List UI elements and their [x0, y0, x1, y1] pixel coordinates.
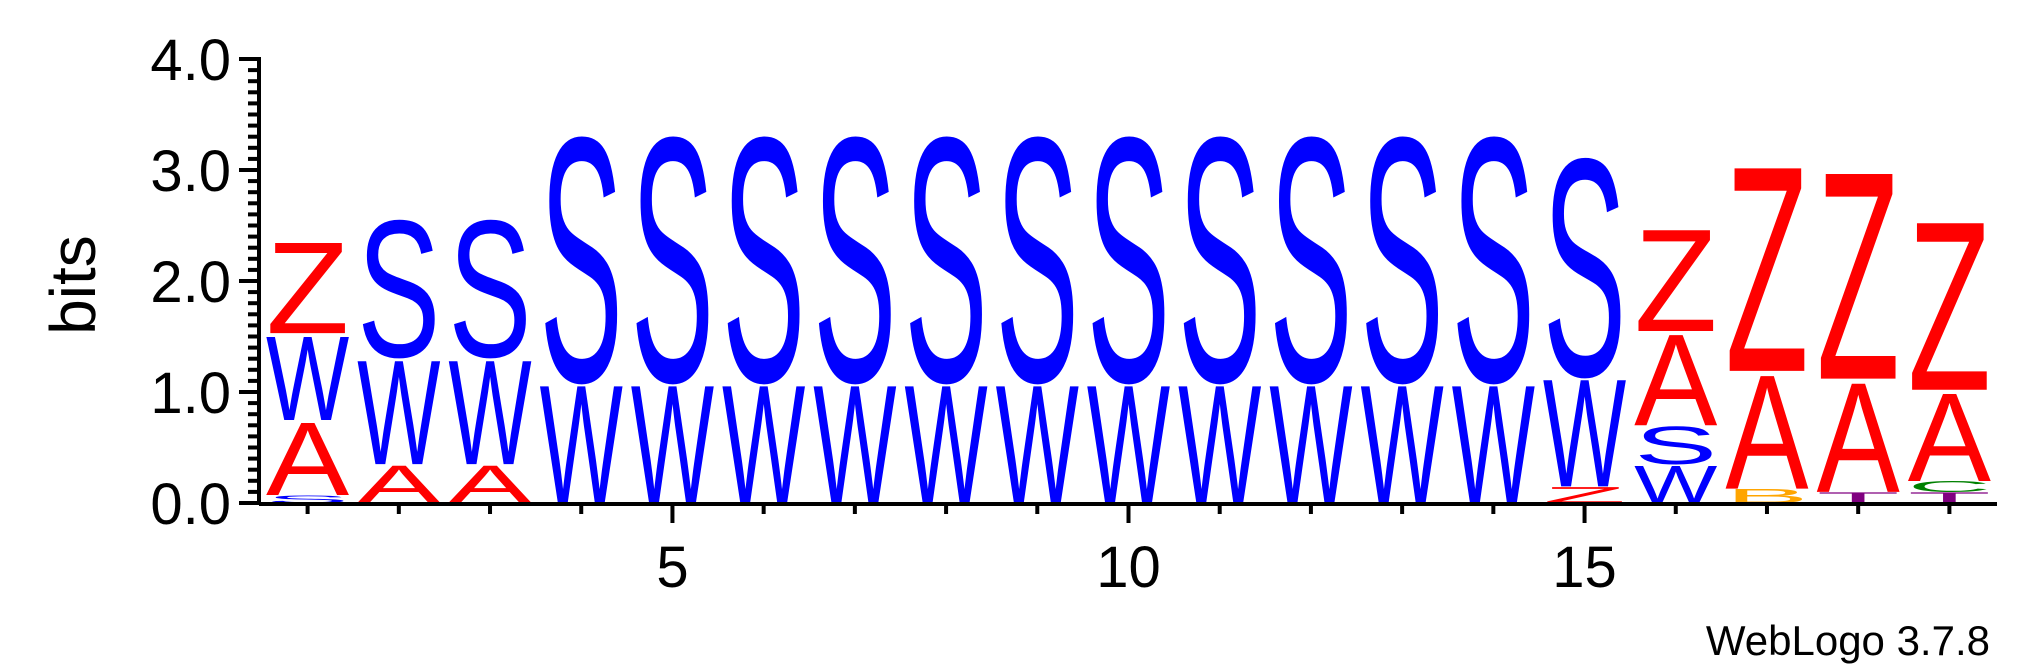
weblogo-credit: WebLogo 3.7.8 [1706, 617, 1990, 664]
letter-c-pos-19: C [1908, 478, 1991, 495]
letter-b-pos-17: B [1725, 485, 1808, 507]
x-tick-label: 15 [1552, 535, 1617, 600]
letter-s-pos-15: S [1543, 94, 1626, 442]
y-tick-label: 2.0 [150, 250, 231, 315]
letter-z-pos-1: Z [266, 216, 349, 362]
letter-s-pos-7: S [813, 64, 896, 456]
letter-w-pos-15: W [1543, 346, 1627, 519]
letter-s-pos-13: S [1361, 64, 1444, 456]
letter-z-pos-18: Z [1817, 111, 1900, 443]
letter-a-pos-17: A [1725, 340, 1808, 523]
letter-s-pos-2: S [357, 179, 440, 398]
x-axis: 5 10 15 [259, 502, 1997, 600]
letter-s-pos-4: S [540, 64, 623, 456]
y-tick-label: 3.0 [150, 139, 231, 204]
letter-w-pos-1: W [266, 313, 350, 446]
letter-s-pos-3: S [448, 179, 531, 398]
letter-a-pos-18: A [1817, 351, 1900, 526]
letter-s-pos-16: S [1634, 416, 1717, 476]
letter-s-pos-6: S [722, 64, 805, 456]
letter-z-pos-16: Z [1634, 198, 1717, 362]
letter-a-pos-1: A [266, 402, 349, 518]
letter-s-pos-11: S [1178, 64, 1261, 456]
y-tick-label: 1.0 [150, 361, 231, 426]
letter-s-pos-8: S [904, 64, 987, 456]
letter-a-pos-16: A [1634, 308, 1718, 454]
letter-z-pos-17: Z [1725, 104, 1808, 434]
x-tick-label: 10 [1096, 535, 1161, 600]
letter-s-pos-14: S [1452, 64, 1535, 456]
letter-a-pos-19: A [1908, 366, 1991, 508]
y-tick-label: 0.0 [150, 472, 231, 537]
x-tick-label: 5 [656, 535, 688, 600]
letter-s-pos-10: S [1087, 64, 1170, 456]
letter-s-pos-5: S [631, 64, 714, 456]
letter-z-pos-19: Z [1908, 170, 1991, 441]
letter-w-pos-3: W [448, 330, 531, 497]
letter-w-pos-2: W [357, 330, 440, 497]
y-tick-label: 4.0 [150, 28, 231, 93]
y-axis: 0.0 1.0 2.0 3.0 4.0 [150, 28, 261, 537]
y-axis-title: bits [37, 235, 109, 335]
letter-s-pos-9: S [996, 64, 1079, 456]
letter-s-pos-12: S [1269, 64, 1352, 456]
